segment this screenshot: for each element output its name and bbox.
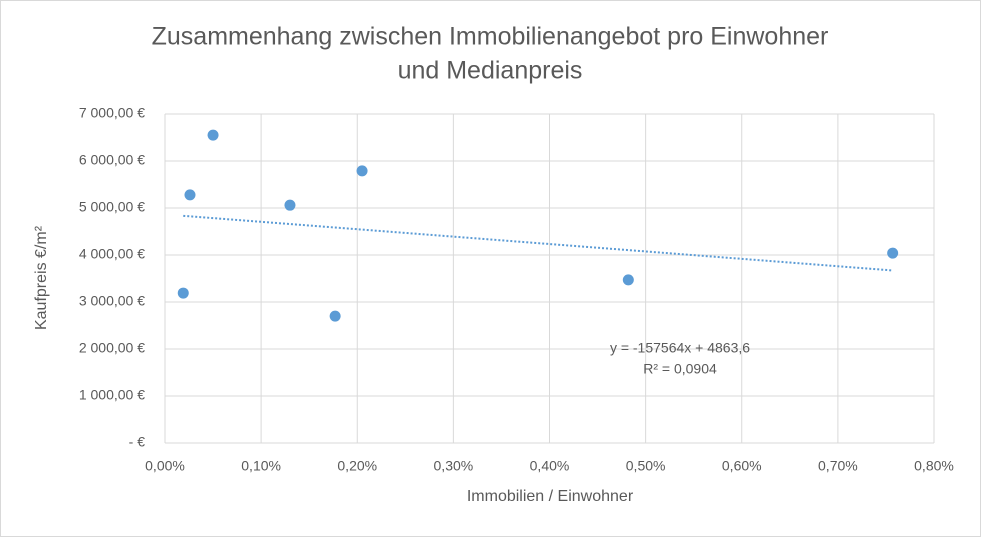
y-axis-title: Kaufpreis €/m²	[33, 225, 50, 330]
trendline	[183, 214, 893, 272]
point	[329, 310, 341, 322]
x-tick-label: 0,70%	[818, 458, 858, 474]
point	[284, 199, 296, 211]
y-tick-label: 3 000,00 €	[79, 293, 145, 309]
x-tick-label: 0,50%	[626, 458, 666, 474]
point	[184, 189, 196, 201]
point	[622, 274, 634, 286]
y-tick-label: 4 000,00 €	[79, 246, 145, 262]
x-tick-label: 0,20%	[337, 458, 377, 474]
y-tick-label: 6 000,00 €	[79, 152, 145, 168]
x-tick-label: 0,00%	[145, 458, 185, 474]
x-axis-title: Immobilien / Einwohner	[467, 488, 634, 505]
x-tick-label: 0,60%	[722, 458, 762, 474]
x-tick-label: 0,30%	[434, 458, 474, 474]
y-tick-label: 2 000,00 €	[79, 340, 145, 356]
chart-title: Zusammenhang zwischen Immobilienangebot …	[152, 23, 829, 51]
point	[887, 247, 899, 259]
trendline-r2: R² = 0,0904	[643, 361, 717, 377]
y-tick-label: - €	[129, 434, 146, 450]
y-tick-label: 1 000,00 €	[79, 387, 145, 403]
point	[177, 287, 189, 299]
y-tick-label: 5 000,00 €	[79, 199, 145, 215]
y-tick-label: 7 000,00 €	[79, 105, 145, 121]
trendline-equation: y = -157564x + 4863,6	[610, 340, 750, 356]
chart-title: und Medianpreis	[398, 57, 583, 85]
point	[356, 165, 368, 177]
x-tick-label: 0,40%	[530, 458, 570, 474]
point	[207, 129, 219, 141]
x-tick-label: 0,10%	[241, 458, 281, 474]
x-tick-label: 0,80%	[914, 458, 954, 474]
